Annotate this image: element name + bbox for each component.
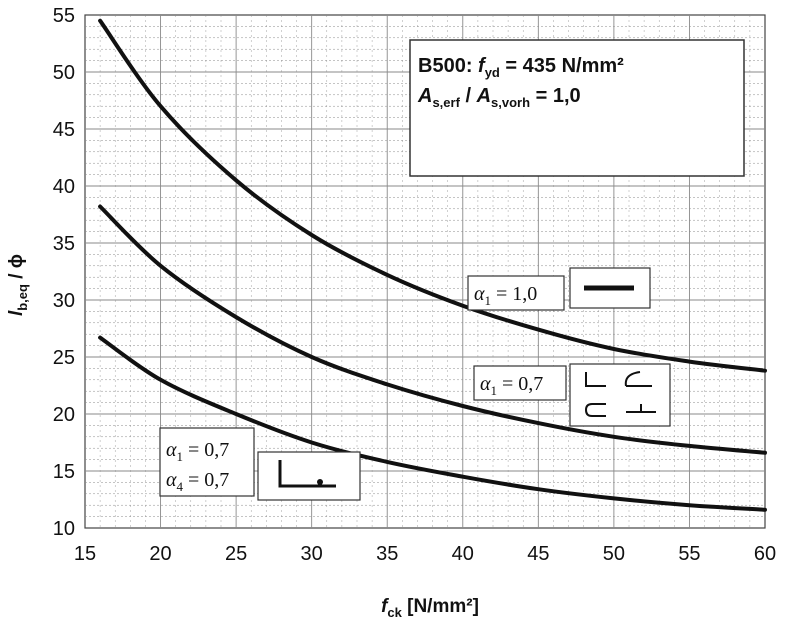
annotation-4-sym: α bbox=[166, 469, 177, 491]
y-tick-label: 10 bbox=[53, 518, 75, 540]
y-axis-title-sub: b,eq bbox=[15, 284, 30, 311]
annotation-box-2 bbox=[473, 365, 567, 401]
x-axis-title-sub: ck bbox=[387, 605, 402, 620]
annotation-box-3 bbox=[159, 427, 255, 497]
y-tick-label: 45 bbox=[53, 119, 75, 141]
annotation-1: α1 = 1,0 bbox=[474, 283, 537, 308]
info-line-2-sub2: s,vorh bbox=[491, 95, 530, 110]
cross-bar-icon bbox=[626, 404, 656, 413]
y-tick-label: 20 bbox=[53, 404, 75, 426]
x-tick-label: 40 bbox=[452, 543, 474, 565]
hook-with-cross-bar-icon bbox=[278, 460, 336, 488]
annotation-4-sub: 4 bbox=[177, 479, 184, 494]
annotation-3-sub: 1 bbox=[177, 449, 184, 464]
y-tick-label: 30 bbox=[53, 290, 75, 312]
annotation-3-sym: α bbox=[166, 439, 177, 461]
hook-150-icon bbox=[624, 371, 652, 387]
curves bbox=[98, 18, 767, 512]
annotation-2-val: = 0,7 bbox=[497, 373, 543, 395]
annotation-2-sym: α bbox=[480, 373, 491, 395]
x-tick-label: 30 bbox=[301, 543, 323, 565]
x-axis-title: fck [N/mm²] bbox=[381, 596, 479, 620]
annotation-4-val: = 0,7 bbox=[183, 469, 229, 491]
info-line-1-sub: yd bbox=[485, 65, 500, 80]
annotation-3-val: = 0,7 bbox=[183, 439, 229, 461]
y-tick-label: 35 bbox=[53, 233, 75, 255]
x-tick-label: 45 bbox=[527, 543, 549, 565]
loop-icon bbox=[584, 403, 606, 417]
annotation-1-sym: α bbox=[474, 283, 485, 305]
info-line-2-sub1: s,erf bbox=[432, 95, 460, 110]
x-tick-label: 55 bbox=[678, 543, 700, 565]
info-line-2-a: A bbox=[417, 85, 432, 107]
y-axis-title-rest: / ϕ bbox=[6, 254, 27, 284]
info-line-2-mid: / bbox=[460, 85, 477, 107]
annotation-4: α4 = 0,7 bbox=[166, 469, 229, 494]
y-axis-title-main: l bbox=[6, 310, 27, 316]
x-tick-label: 60 bbox=[754, 543, 776, 565]
series-line-1 bbox=[98, 18, 767, 373]
x-tick-label: 35 bbox=[376, 543, 398, 565]
annotation-1-val: = 1,0 bbox=[491, 283, 537, 305]
x-tick-label: 15 bbox=[74, 543, 96, 565]
y-tick-labels: 10 15 20 25 30 35 40 45 50 55 bbox=[53, 5, 75, 540]
x-axis-title-main: f bbox=[381, 596, 389, 617]
info-box bbox=[409, 39, 745, 177]
y-tick-label: 50 bbox=[53, 62, 75, 84]
x-axis-title-rest: [N/mm²] bbox=[402, 596, 479, 617]
welded-bar-box bbox=[257, 451, 361, 501]
hook-90-icon bbox=[585, 372, 606, 387]
annotation-3: α1 = 0,7 bbox=[166, 439, 229, 464]
x-tick-labels: 15 20 25 30 35 40 45 50 55 60 bbox=[74, 543, 776, 565]
info-line-2-b: A bbox=[476, 85, 491, 107]
y-tick-label: 15 bbox=[53, 461, 75, 483]
y-tick-label: 55 bbox=[53, 5, 75, 27]
info-line-1-f: f bbox=[478, 55, 487, 77]
series-line-3 bbox=[98, 335, 767, 512]
annotation-1-sub: 1 bbox=[485, 293, 492, 308]
y-tick-label: 25 bbox=[53, 347, 75, 369]
y-tick-label: 40 bbox=[53, 176, 75, 198]
info-line-1-b: = 435 N/mm² bbox=[500, 55, 624, 77]
x-tick-label: 20 bbox=[149, 543, 171, 565]
series-line-2 bbox=[98, 204, 767, 455]
info-line-2-c: = 1,0 bbox=[530, 85, 581, 107]
info-line-2: As,erf / As,vorh = 1,0 bbox=[417, 85, 581, 110]
info-line-1-a: B500: bbox=[418, 55, 478, 77]
x-tick-label: 50 bbox=[603, 543, 625, 565]
annotation-2-sub: 1 bbox=[491, 383, 498, 398]
cross-bar-dot-icon bbox=[317, 479, 323, 485]
y-axis-title: lb,eq / ϕ bbox=[6, 254, 30, 316]
annotation-2: α1 = 0,7 bbox=[480, 373, 543, 398]
x-tick-label: 25 bbox=[225, 543, 247, 565]
info-line-1: B500: fyd = 435 N/mm² bbox=[418, 55, 624, 80]
annotation-box-1 bbox=[467, 275, 565, 311]
